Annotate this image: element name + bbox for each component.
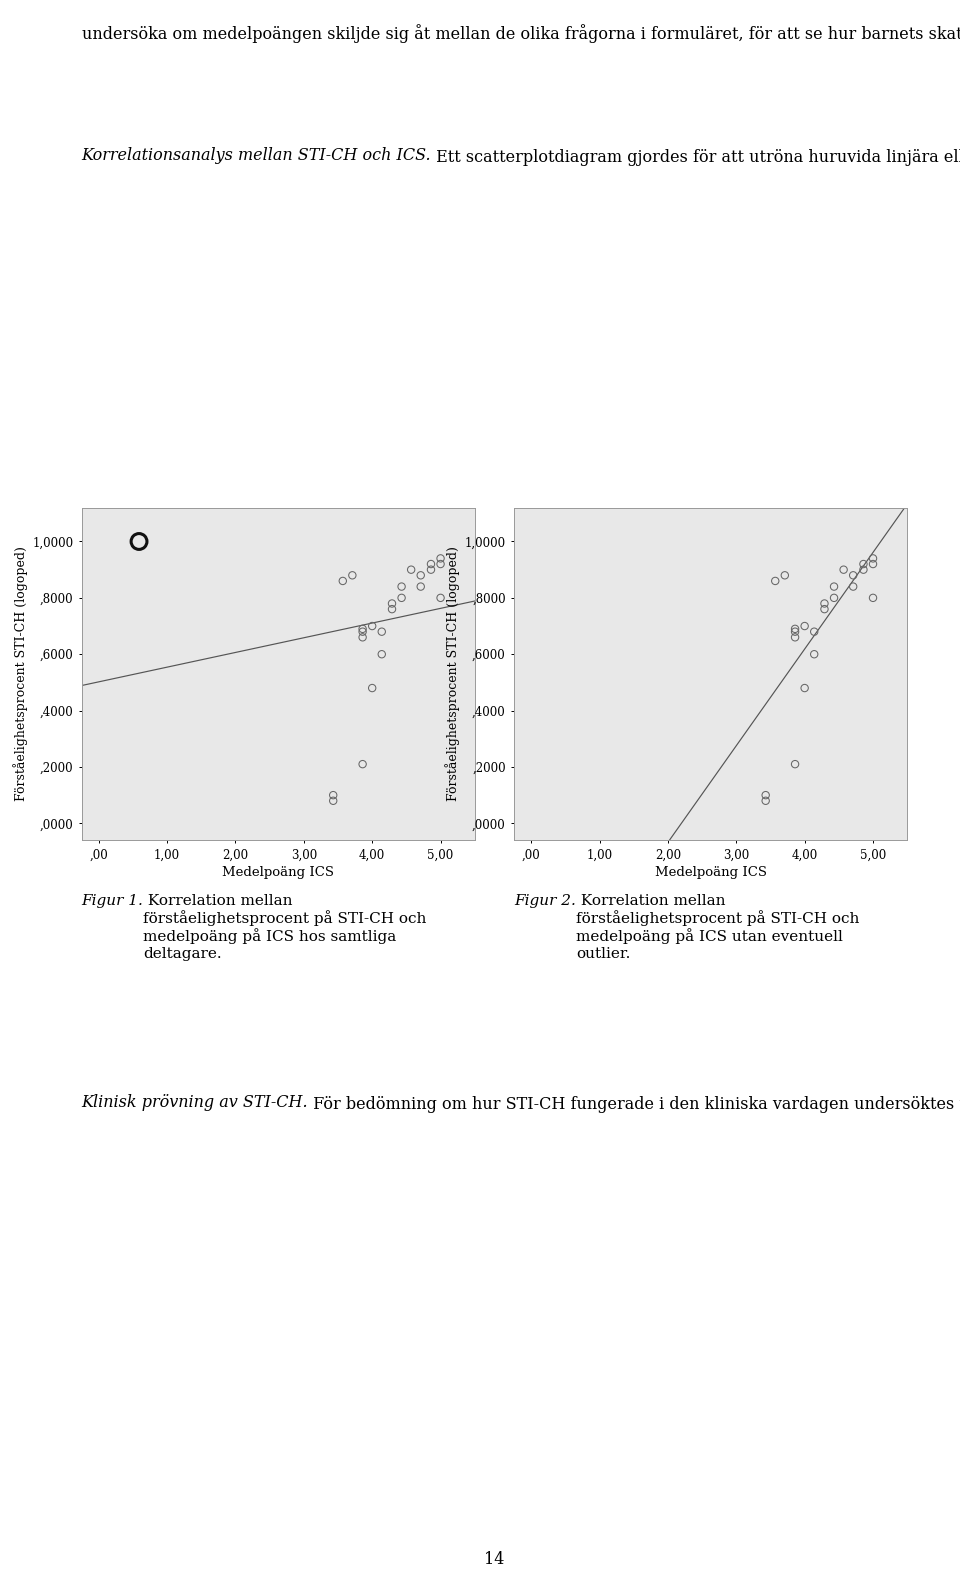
Point: [403, 557, 419, 582]
Text: Figur 1.: Figur 1.: [82, 894, 143, 908]
Point: [797, 676, 812, 701]
Point: [846, 574, 861, 600]
Point: [365, 614, 380, 639]
Point: [768, 568, 783, 593]
Point: [423, 552, 439, 577]
Text: Korrelationsanalys mellan STI-CH och ICS.: Korrelationsanalys mellan STI-CH och ICS…: [82, 147, 431, 165]
Point: [855, 557, 871, 582]
Point: [865, 552, 880, 577]
Point: [787, 625, 803, 650]
Point: [787, 619, 803, 644]
Point: [394, 574, 409, 600]
Text: 14: 14: [484, 1552, 505, 1568]
Point: [374, 642, 390, 668]
Point: [855, 552, 871, 577]
Point: [413, 563, 428, 589]
Text: Ett scatterplotdiagram gjordes för att utröna huruvida linjära eller icke-linjär: Ett scatterplotdiagram gjordes för att u…: [431, 147, 960, 166]
Text: undersöka om medelpoängen skiljde sig åt mellan de olika frågorna i formuläret, : undersöka om medelpoängen skiljde sig åt…: [82, 24, 960, 43]
Point: [806, 619, 822, 644]
Text: Figur 2.: Figur 2.: [514, 894, 576, 908]
Point: [355, 751, 371, 777]
Point: [787, 751, 803, 777]
Point: [355, 625, 371, 650]
Point: [394, 585, 409, 611]
Point: [827, 574, 842, 600]
Point: [827, 585, 842, 611]
Point: [836, 557, 852, 582]
Point: [335, 568, 350, 593]
Text: För bedömning om hur STI-CH fungerade i den kliniska vardagen undersöktes tidsåt: För bedömning om hur STI-CH fungerade i …: [308, 1093, 960, 1112]
Point: [846, 563, 861, 589]
Text: Korrelation mellan
förståelighetsprocent på STI-CH och
medelpoäng på ICS hos sam: Korrelation mellan förståelighetsprocent…: [143, 894, 427, 960]
Point: [355, 619, 371, 644]
X-axis label: Medelpoäng ICS: Medelpoäng ICS: [222, 865, 334, 878]
Point: [345, 563, 360, 589]
X-axis label: Medelpoäng ICS: Medelpoäng ICS: [655, 865, 767, 878]
Point: [865, 546, 880, 571]
Point: [132, 528, 147, 554]
Point: [384, 596, 399, 622]
Point: [325, 783, 341, 808]
Point: [374, 619, 390, 644]
Point: [778, 563, 793, 589]
Y-axis label: Förståelighetsprocent STI-CH (logoped): Förståelighetsprocent STI-CH (logoped): [445, 546, 461, 802]
Point: [384, 590, 399, 615]
Point: [758, 788, 774, 813]
Point: [433, 546, 448, 571]
Point: [817, 590, 832, 615]
Point: [797, 614, 812, 639]
Y-axis label: Förståelighetsprocent STI-CH (logoped): Förståelighetsprocent STI-CH (logoped): [13, 546, 28, 802]
Text: Klinisk prövning av STI-CH.: Klinisk prövning av STI-CH.: [82, 1093, 308, 1111]
Point: [787, 617, 803, 642]
Point: [355, 617, 371, 642]
Point: [806, 642, 822, 668]
Point: [758, 783, 774, 808]
Point: [325, 788, 341, 813]
Point: [433, 585, 448, 611]
Text: Korrelation mellan
förståelighetsprocent på STI-CH och
medelpoäng på ICS utan ev: Korrelation mellan förståelighetsprocent…: [576, 894, 859, 960]
Point: [365, 676, 380, 701]
Point: [423, 557, 439, 582]
Point: [817, 596, 832, 622]
Point: [865, 585, 880, 611]
Point: [413, 574, 428, 600]
Point: [433, 552, 448, 577]
